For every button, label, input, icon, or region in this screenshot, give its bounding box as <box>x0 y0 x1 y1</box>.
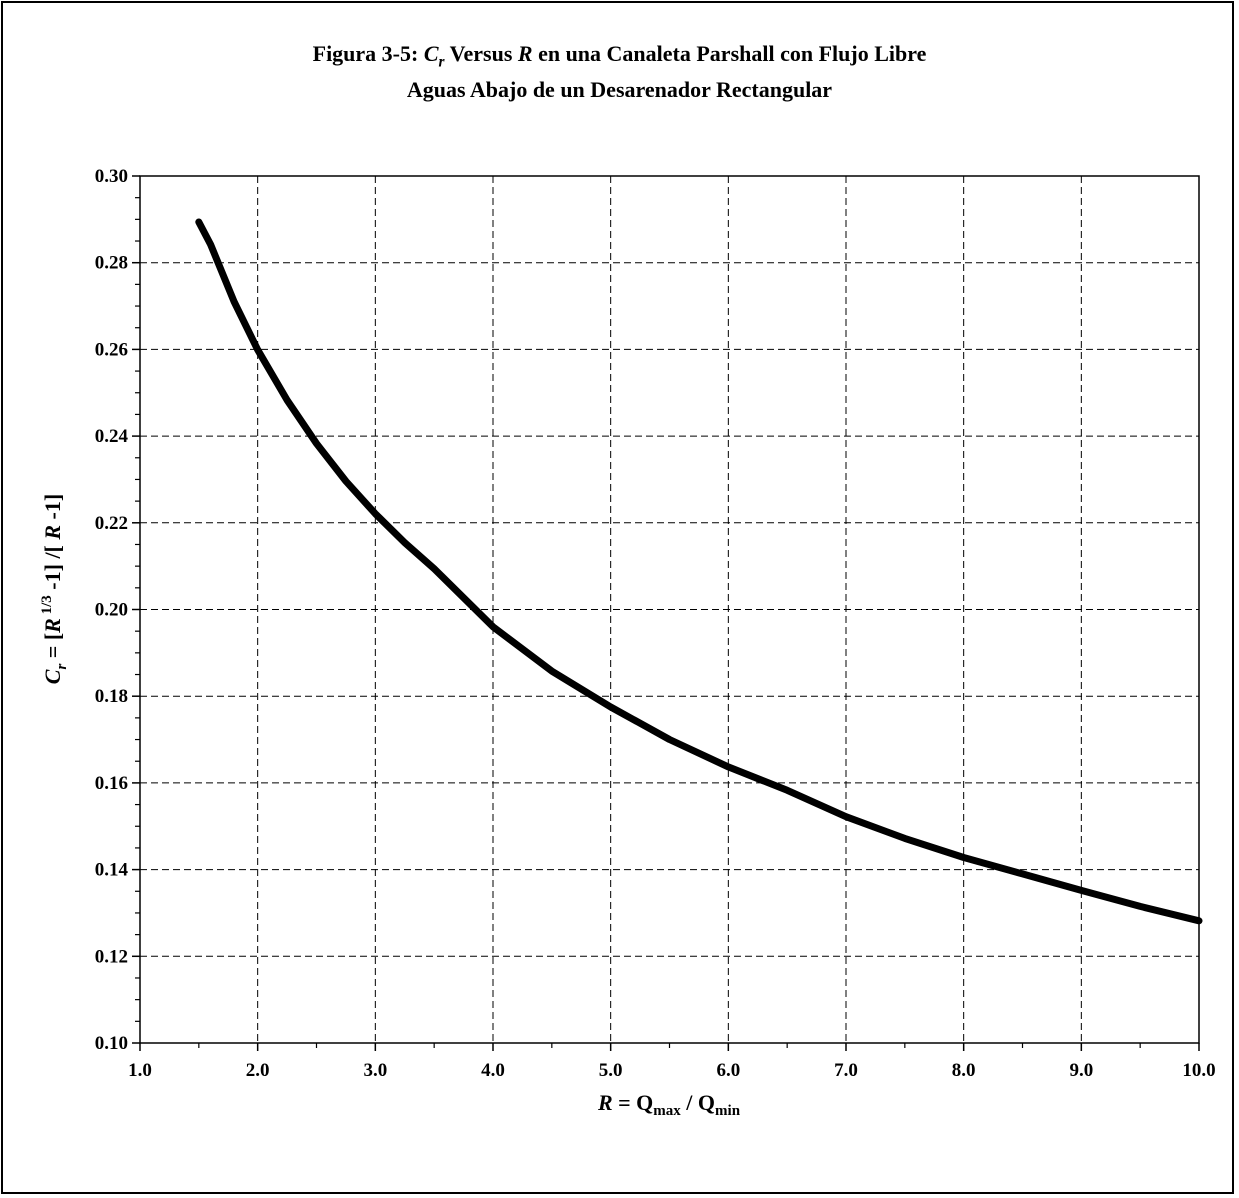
x-tick-label: 5.0 <box>599 1060 623 1081</box>
series-line-cr <box>195 218 1203 925</box>
y-tick-label: 0.26 <box>95 339 128 360</box>
x-tick-label: 4.0 <box>481 1060 505 1081</box>
y-tick-label: 0.10 <box>95 1033 128 1054</box>
chart-title-line2: Aguas Abajo de un Desarenador Rectangula… <box>406 77 833 102</box>
x-tick-label: 10.0 <box>1182 1060 1215 1081</box>
y-tick-labels: 0.10 0.12 0.14 0.16 0.18 0.20 0.22 0.24 0.26 0.28… <box>95 166 129 1054</box>
y-tick-label: 0.30 <box>95 166 128 187</box>
x-tick-label: 9.0 <box>1069 1060 1093 1081</box>
chart-title-line1: Figura 3-5: Cr Versus R en una Canaleta … <box>312 41 927 71</box>
y-axis-label: Cr = [R 1/3 -1] /[ R -1] <box>39 494 70 684</box>
ticks <box>132 175 1200 1051</box>
x-tick-label: 2.0 <box>246 1060 270 1081</box>
x-tick-label: 7.0 <box>834 1060 858 1081</box>
y-tick-label: 0.28 <box>95 253 128 274</box>
x-tick-labels: 1.0 2.0 3.0 4.0 5.0 6.0 7.0 8.0 9.0 10.0 <box>128 1060 1216 1081</box>
y-tick-label: 0.22 <box>95 513 128 534</box>
y-tick-label: 0.16 <box>95 773 128 794</box>
x-tick-label: 6.0 <box>716 1060 740 1081</box>
x-axis-label: R = Qmax / Qmin <box>597 1090 741 1119</box>
y-tick-label: 0.18 <box>95 686 128 707</box>
x-tick-label: 8.0 <box>952 1060 976 1081</box>
x-tick-label: 3.0 <box>363 1060 387 1081</box>
y-tick-label: 0.20 <box>95 600 128 621</box>
grid-lines <box>140 176 1199 1043</box>
x-tick-label: 1.0 <box>128 1060 152 1081</box>
y-tick-label: 0.14 <box>95 860 129 881</box>
y-tick-label: 0.24 <box>95 426 129 447</box>
y-tick-label: 0.12 <box>95 946 128 967</box>
